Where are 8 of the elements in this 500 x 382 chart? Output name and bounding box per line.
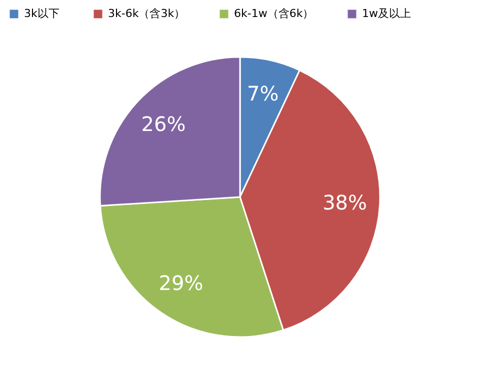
data-label: 29% [158, 270, 204, 295]
legend-label: 3k-6k（含3k） [108, 7, 186, 20]
data-label: 26% [141, 112, 186, 136]
legend-label: 6k-1w（含6k） [234, 7, 314, 20]
legend-label: 1w及以上 [362, 7, 411, 20]
data-label: 7% [247, 82, 279, 106]
legend-label: 3k以下 [24, 7, 60, 20]
data-label: 38% [322, 190, 368, 215]
